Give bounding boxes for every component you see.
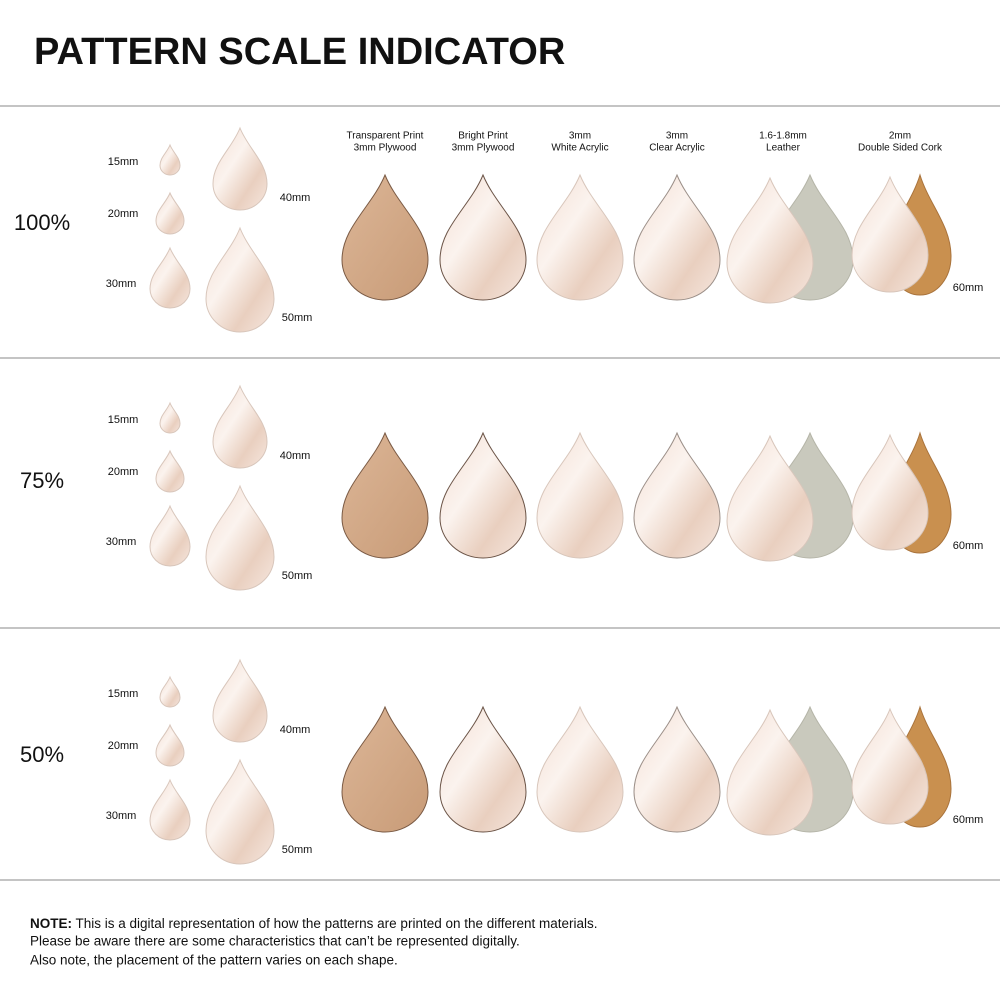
teardrop	[726, 708, 814, 836]
size-label: 20mm	[108, 208, 139, 220]
scale-label: 75%	[20, 468, 64, 493]
teardrop	[536, 431, 624, 559]
size-label: 30mm	[106, 278, 137, 290]
size-label: 40mm	[280, 450, 311, 462]
note-label: NOTE:	[30, 916, 72, 931]
teardrop	[633, 705, 721, 833]
teardrop	[439, 173, 527, 301]
size-label: 60mm	[953, 540, 984, 552]
size-label: 50mm	[282, 844, 313, 856]
size-label: 20mm	[108, 466, 139, 478]
material-header: Double Sided Cork	[858, 143, 943, 154]
teardrop	[212, 384, 268, 469]
scale-label: 50%	[20, 742, 64, 767]
teardrop	[851, 175, 929, 293]
teardrop	[212, 126, 268, 211]
teardrop	[149, 778, 191, 841]
teardrop	[149, 504, 191, 567]
teardrop	[341, 173, 429, 301]
note-line: NOTE: This is a digital representation o…	[30, 916, 598, 931]
teardrop	[155, 449, 185, 493]
teardrop	[159, 401, 181, 434]
teardrop	[726, 434, 814, 562]
teardrop	[205, 484, 275, 591]
note-line: Also note, the placement of the pattern …	[30, 953, 398, 968]
material-header: Leather	[766, 143, 801, 154]
material-header: 3mm	[569, 131, 591, 142]
material-header: 3mm Plywood	[452, 143, 515, 154]
note-text: This is a digital representation of how …	[72, 916, 598, 931]
teardrop	[439, 431, 527, 559]
size-label: 20mm	[108, 740, 139, 752]
size-label: 40mm	[280, 724, 311, 736]
material-header: 2mm	[889, 131, 911, 142]
teardrop	[159, 143, 181, 176]
teardrop	[439, 705, 527, 833]
title: PATTERN SCALE INDICATOR	[34, 31, 565, 73]
teardrop	[155, 191, 185, 235]
size-label: 40mm	[280, 192, 311, 204]
size-label: 15mm	[108, 688, 139, 700]
material-header: White Acrylic	[551, 143, 608, 154]
teardrop	[851, 433, 929, 551]
teardrop	[851, 707, 929, 825]
teardrop	[341, 431, 429, 559]
teardrop	[212, 658, 268, 743]
size-label: 15mm	[108, 156, 139, 168]
teardrop	[726, 176, 814, 304]
material-header: 3mm	[666, 131, 688, 142]
teardrop	[633, 173, 721, 301]
teardrop	[155, 723, 185, 767]
size-label: 50mm	[282, 312, 313, 324]
material-header: 3mm Plywood	[354, 143, 417, 154]
teardrop	[536, 173, 624, 301]
teardrop	[536, 705, 624, 833]
teardrop	[205, 226, 275, 333]
size-label: 60mm	[953, 814, 984, 826]
teardrop	[149, 246, 191, 309]
material-header: Transparent Print	[347, 131, 424, 142]
size-label: 15mm	[108, 414, 139, 426]
note-line: Please be aware there are some character…	[30, 934, 520, 949]
size-label: 30mm	[106, 536, 137, 548]
teardrop	[633, 431, 721, 559]
size-label: 60mm	[953, 282, 984, 294]
size-label: 50mm	[282, 570, 313, 582]
teardrop	[159, 675, 181, 708]
size-label: 30mm	[106, 810, 137, 822]
material-header: Clear Acrylic	[649, 143, 705, 154]
material-header: Bright Print	[458, 131, 508, 142]
teardrop	[341, 705, 429, 833]
teardrop	[205, 758, 275, 865]
scale-label: 100%	[14, 210, 70, 235]
material-header: 1.6-1.8mm	[759, 131, 807, 142]
